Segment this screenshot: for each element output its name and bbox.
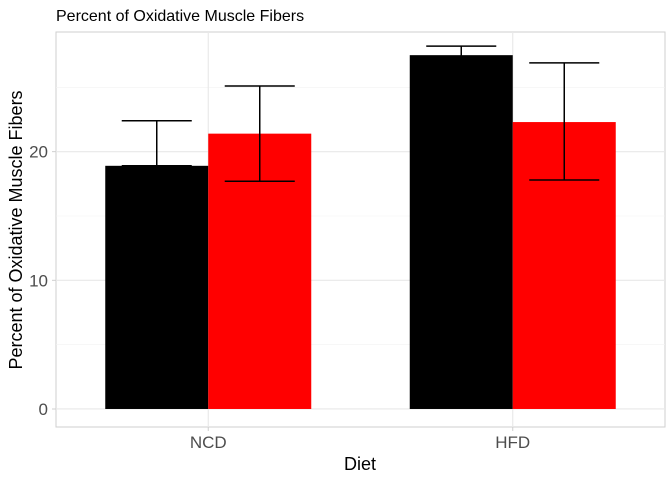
y-tick-label: 20 (29, 143, 48, 162)
x-tick-label: HFD (495, 433, 530, 452)
error-bar (529, 62, 600, 181)
error-bar (121, 120, 192, 167)
x-tick-label: NCD (190, 433, 227, 452)
y-tick-label: 10 (29, 271, 48, 290)
y-axis: 0 10 20 (29, 143, 56, 419)
chart-title: Percent of Oxidative Muscle Fibers (56, 8, 304, 25)
error-bar (224, 85, 295, 183)
error-bars (121, 45, 600, 183)
y-axis-title: Percent of Oxidative Muscle Fibers (6, 90, 26, 369)
bar (409, 55, 513, 409)
x-axis-title: Diet (344, 454, 376, 474)
y-tick-label: 0 (39, 400, 48, 419)
bars (105, 55, 616, 409)
x-axis: NCD HFD (190, 427, 530, 452)
bar (105, 165, 209, 409)
error-bar (426, 45, 497, 67)
